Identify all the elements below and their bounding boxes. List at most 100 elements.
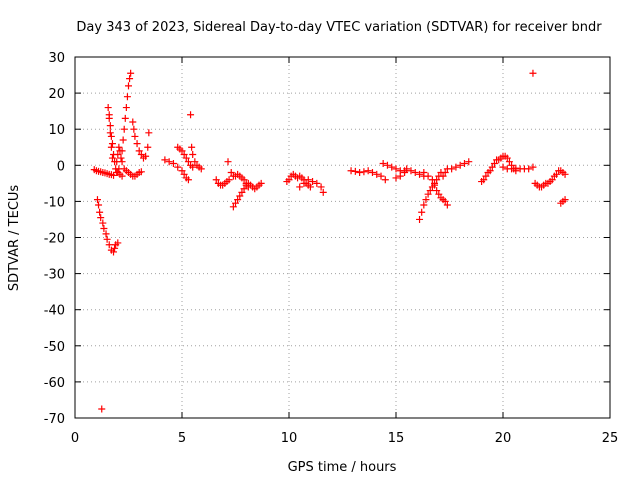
data-point <box>561 196 569 204</box>
data-point <box>236 192 244 200</box>
data-point <box>439 172 447 180</box>
y-tick-label: -50 <box>44 340 65 355</box>
data-point <box>212 176 220 184</box>
data-point <box>184 158 192 166</box>
data-point <box>105 114 113 122</box>
data-point <box>561 170 569 178</box>
data-point <box>407 167 415 175</box>
data-point <box>180 170 188 178</box>
data-point <box>392 174 400 182</box>
data-point <box>416 215 424 223</box>
data-point <box>411 169 419 177</box>
data-point <box>180 150 188 158</box>
data-point <box>424 190 432 198</box>
data-point <box>422 196 430 204</box>
x-tick-label: 20 <box>495 431 512 446</box>
data-point <box>426 187 434 195</box>
data-point <box>189 163 197 171</box>
data-point <box>388 163 396 171</box>
data-point <box>106 129 114 137</box>
data-point <box>356 169 364 177</box>
data-point <box>309 178 317 186</box>
data-point <box>118 172 126 180</box>
data-point <box>137 150 145 158</box>
data-point <box>529 69 537 77</box>
data-point <box>420 169 428 177</box>
data-point <box>240 176 248 184</box>
data-point <box>184 176 192 184</box>
chart-title: Day 343 of 2023, Sidereal Day-to-day VTE… <box>76 20 602 35</box>
data-point <box>508 165 516 173</box>
x-tick-label: 0 <box>71 431 79 446</box>
data-point <box>106 122 114 130</box>
data-point <box>105 241 113 249</box>
y-tick-label: 10 <box>48 123 65 138</box>
data-point <box>396 172 404 180</box>
data-point <box>118 158 126 166</box>
data-point <box>97 214 105 222</box>
data-point <box>548 176 556 184</box>
data-point <box>377 172 385 180</box>
data-point <box>100 224 108 232</box>
data-point <box>99 219 107 227</box>
data-point <box>364 167 372 175</box>
y-tick-label: -40 <box>44 304 65 319</box>
data-point <box>95 201 103 209</box>
x-tick-label: 15 <box>388 431 405 446</box>
y-tick-label: 20 <box>48 87 65 102</box>
data-point <box>465 158 473 166</box>
data-point <box>553 170 560 178</box>
data-point <box>137 168 145 176</box>
data-point <box>227 169 235 177</box>
data-point <box>505 158 513 166</box>
data-point <box>117 154 125 162</box>
data-point <box>103 235 111 243</box>
data-point <box>499 163 507 171</box>
data-point <box>373 170 381 178</box>
data-point <box>482 172 490 180</box>
data-point <box>431 181 439 189</box>
data-point <box>121 114 129 122</box>
data-point <box>224 158 232 166</box>
data-point <box>102 230 110 238</box>
data-point <box>108 154 116 162</box>
data-point <box>392 165 400 173</box>
data-point <box>441 169 449 177</box>
data-point <box>122 104 130 112</box>
data-point <box>93 196 101 204</box>
data-point <box>433 187 441 195</box>
x-tick-label: 10 <box>281 431 298 446</box>
data-point <box>130 125 138 133</box>
data-point <box>98 405 106 413</box>
data-point <box>383 161 391 169</box>
data-point <box>165 158 173 166</box>
y-tick-label: -60 <box>44 376 65 391</box>
data-point <box>443 201 451 209</box>
data-point <box>238 188 246 196</box>
data-point <box>313 179 321 187</box>
data-point <box>503 154 511 162</box>
y-tick-label: -70 <box>44 412 65 427</box>
data-point <box>145 129 153 137</box>
data-point <box>456 161 464 169</box>
y-tick-label: -30 <box>44 268 65 283</box>
data-point <box>131 132 139 140</box>
data-point <box>182 154 190 162</box>
data-point <box>123 93 131 101</box>
data-point <box>480 176 488 184</box>
data-point <box>178 167 186 175</box>
data-point <box>188 143 196 151</box>
y-tick-label: 0 <box>57 159 65 174</box>
data-point <box>191 158 199 166</box>
data-point <box>225 176 233 184</box>
data-point <box>174 163 182 171</box>
y-axis-label: SDTVAR / TECUs <box>7 185 22 292</box>
data-point <box>486 167 494 175</box>
data-point <box>127 69 135 77</box>
x-tick-label: 25 <box>602 431 619 446</box>
data-point <box>351 167 359 175</box>
data-point <box>460 159 468 167</box>
data-point <box>189 150 197 158</box>
